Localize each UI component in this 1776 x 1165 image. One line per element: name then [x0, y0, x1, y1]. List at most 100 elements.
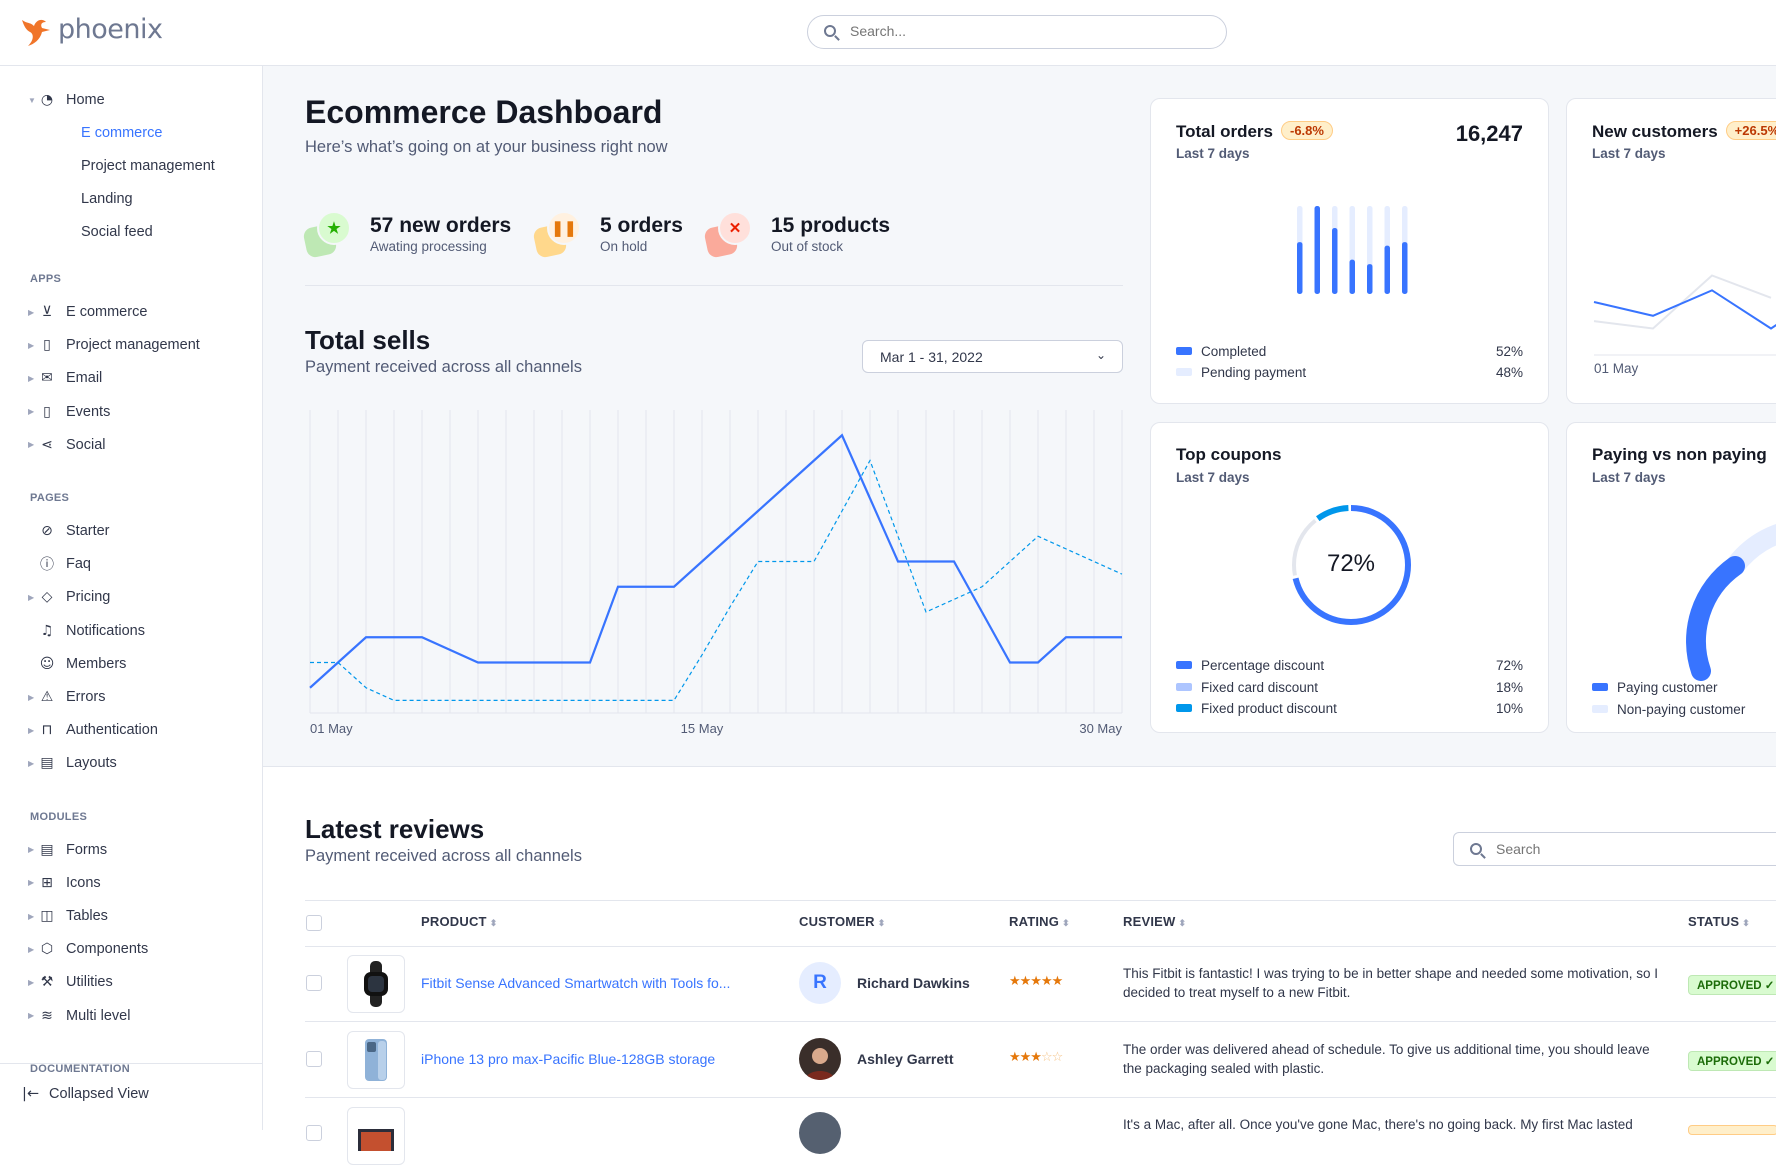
reviews-title: Latest reviews	[305, 814, 484, 845]
sidebar-item-components[interactable]: ▶⬡Components	[0, 935, 262, 963]
legend-value: 10%	[1496, 701, 1523, 716]
global-search-input[interactable]	[850, 23, 1210, 39]
product-link[interactable]: iPhone 13 pro max-Pacific Blue-128GB sto…	[421, 1051, 715, 1067]
sidebar-item-events[interactable]: ▶▯Events	[0, 398, 262, 426]
reviews-search[interactable]	[1453, 832, 1776, 866]
page-subtitle: Here’s what’s going on at your business …	[305, 138, 668, 157]
row-checkbox[interactable]	[306, 1051, 322, 1067]
iphone-image	[361, 1038, 391, 1082]
sidebar-item-pricing[interactable]: ▶◇Pricing	[0, 583, 262, 611]
legend-swatch	[1176, 347, 1192, 355]
sidebar-item-forms[interactable]: ▶▤Forms	[0, 836, 262, 864]
sort-icon: ⬍	[1178, 918, 1186, 928]
sort-icon: ⬍	[878, 918, 886, 928]
row-checkbox[interactable]	[306, 975, 322, 991]
collapsed-view-button[interactable]: |← Collapsed View	[22, 1086, 149, 1102]
sidebar-item-home[interactable]: ▼◔Home	[0, 86, 262, 114]
col-status[interactable]: STATUS⬍	[1688, 914, 1750, 929]
col-rating[interactable]: RATING⬍	[1009, 914, 1070, 929]
sidebar-item-social[interactable]: ▶⋖Social	[0, 431, 262, 459]
col-label: CUSTOMER	[799, 914, 875, 929]
donut-center-label: 72%	[1281, 550, 1421, 578]
gauge-paying-arc	[1696, 566, 1735, 671]
caret-right-icon: ▶	[28, 440, 34, 449]
avatar[interactable]	[799, 1112, 841, 1154]
x-axis-label: 01 May	[1594, 361, 1638, 376]
sort-icon: ⬍	[1742, 918, 1750, 928]
sort-icon: ⬍	[490, 918, 498, 928]
sidebar-item-notifications[interactable]: ♫Notifications	[0, 617, 262, 645]
series-line-dashed	[310, 461, 1122, 701]
series-line	[1594, 289, 1776, 328]
layout-icon: ▤	[38, 754, 56, 772]
sidebar-subitem[interactable]: Landing	[0, 185, 262, 213]
caret-right-icon: ▶	[28, 912, 34, 921]
sidebar-item-label: Layouts	[66, 755, 117, 771]
col-product[interactable]: PRODUCT⬍	[421, 914, 497, 929]
sidebar-item-members[interactable]: ☺Members	[0, 650, 262, 678]
row-checkbox[interactable]	[306, 1125, 322, 1141]
product-thumbnail[interactable]	[347, 1107, 405, 1165]
phoenix-logo-icon[interactable]	[20, 16, 52, 48]
sidebar-item-icons[interactable]: ▶⊞Icons	[0, 869, 262, 897]
sidebar-item-utilities[interactable]: ▶⚒Utilities	[0, 968, 262, 996]
sidebar-subitem[interactable]: Project management	[0, 152, 262, 180]
col-label: RATING	[1009, 914, 1059, 929]
sidebar-item-email[interactable]: ▶✉Email	[0, 364, 262, 392]
bar-completed	[1350, 260, 1356, 294]
customer-name[interactable]: Richard Dawkins	[857, 975, 970, 991]
sidebar-item-authentication[interactable]: ▶⊓Authentication	[0, 716, 262, 744]
status-badge: APPROVED ✓	[1688, 975, 1776, 995]
new-customers-line-chart	[1567, 99, 1776, 404]
col-review[interactable]: REVIEW⬍	[1123, 914, 1186, 929]
legend-value: 18%	[1496, 680, 1523, 695]
global-search[interactable]	[807, 15, 1227, 49]
avatar[interactable]	[799, 1038, 841, 1080]
sidebar-item-starter[interactable]: ⊘Starter	[0, 517, 262, 545]
brand-name[interactable]: phoenix	[58, 14, 162, 45]
sidebar-item-label: Notifications	[66, 623, 145, 639]
sidebar-subitem[interactable]: E commerce	[0, 119, 262, 147]
clipboard-icon: ▯	[38, 336, 56, 354]
sidebar-item-tables[interactable]: ▶◫Tables	[0, 902, 262, 930]
sidebar-item-errors[interactable]: ▶⚠Errors	[0, 683, 262, 711]
select-all-checkbox[interactable]	[306, 915, 322, 931]
caret-right-icon: ▶	[28, 845, 34, 854]
legend-label: Completed	[1201, 344, 1266, 359]
sidebar-item-multi-level[interactable]: ▶≋Multi level	[0, 1002, 262, 1030]
page-title: Ecommerce Dashboard	[305, 94, 662, 131]
review-text: It's a Mac, after all. Once you've gone …	[1123, 1115, 1663, 1134]
sidebar-item-e-commerce[interactable]: ▶⊻E commerce	[0, 298, 262, 326]
stat-subtitle: Out of stock	[771, 239, 843, 254]
product-thumbnail[interactable]	[347, 955, 405, 1013]
alert-triangle-icon: ⚠	[38, 688, 56, 706]
sidebar-item-layouts[interactable]: ▶▤Layouts	[0, 749, 262, 777]
mail-icon: ✉	[38, 369, 56, 387]
legend-value: 48%	[1496, 365, 1523, 380]
sidebar-subitem-label: Project management	[81, 158, 215, 174]
date-range-select[interactable]: Mar 1 - 31, 2022 ⌄	[862, 340, 1123, 373]
stat-title: 57 new orders	[370, 214, 511, 238]
bar-completed	[1367, 264, 1373, 294]
col-customer[interactable]: CUSTOMER⬍	[799, 914, 886, 929]
caret-right-icon: ▶	[28, 1011, 34, 1020]
sidebar-item-label: Events	[66, 404, 110, 420]
sidebar-item-label: Starter	[66, 523, 110, 539]
avatar[interactable]: R	[799, 962, 841, 1004]
product-link[interactable]: Fitbit Sense Advanced Smartwatch with To…	[421, 975, 730, 991]
sidebar-item-label: Email	[66, 370, 102, 386]
sidebar-item-label: Forms	[66, 842, 107, 858]
sidebar-item-label: Members	[66, 656, 126, 672]
row-divider	[305, 1097, 1776, 1098]
lock-icon: ⊓	[38, 721, 56, 739]
customer-name[interactable]: Ashley Garrett	[857, 1051, 953, 1067]
card-subtitle: Last 7 days	[1176, 146, 1250, 161]
caret-right-icon: ▶	[28, 878, 34, 887]
sidebar: ▼◔Home E commerce Project management Landin…	[0, 66, 263, 1130]
sidebar-subitem[interactable]: Social feed	[0, 218, 262, 246]
reviews-search-input[interactable]	[1496, 841, 1677, 857]
product-thumbnail[interactable]	[347, 1031, 405, 1089]
sidebar-item-project-management[interactable]: ▶▯Project management	[0, 331, 262, 359]
